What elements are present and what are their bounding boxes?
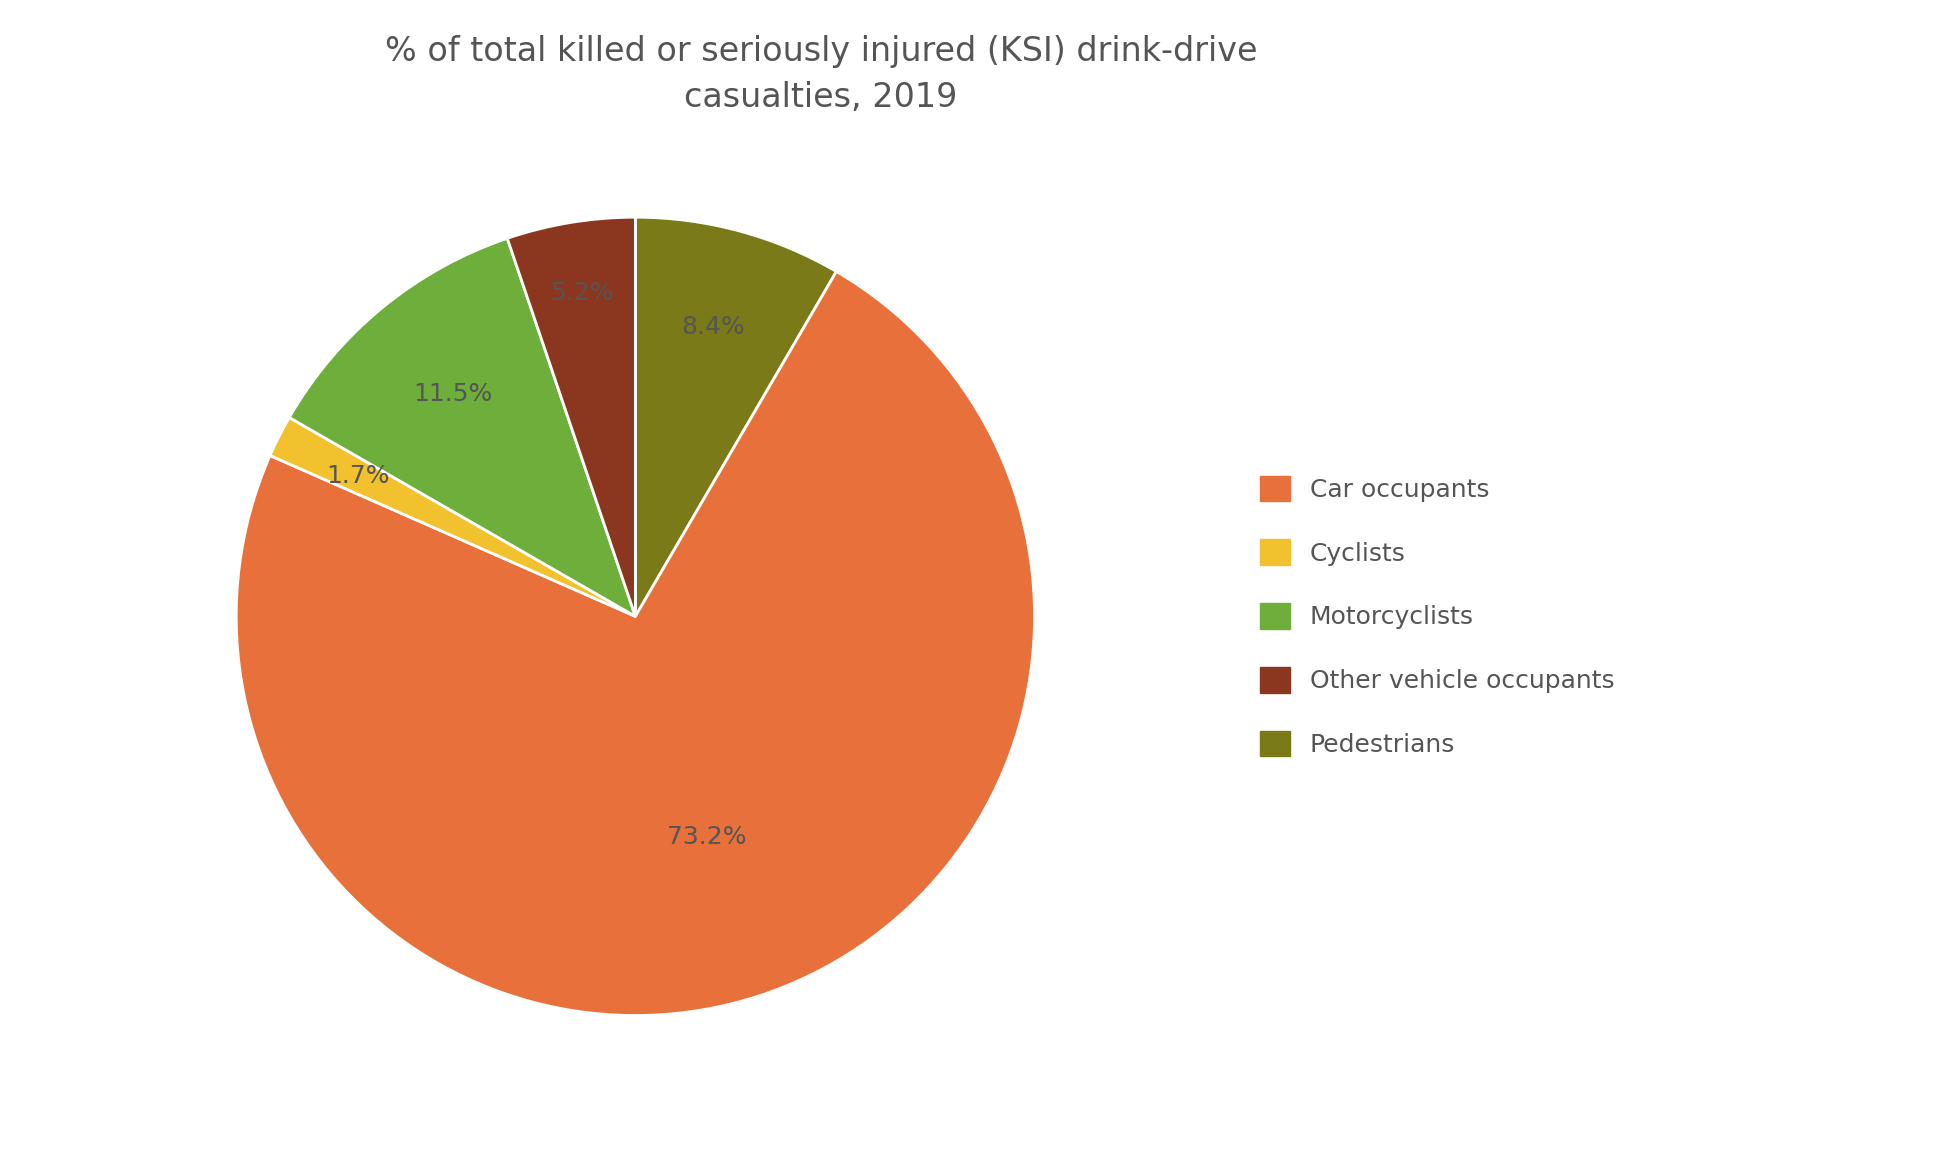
Text: 73.2%: 73.2% [667, 824, 747, 849]
Wedge shape [635, 217, 837, 616]
Text: % of total killed or seriously injured (KSI) drink-drive
casualties, 2019: % of total killed or seriously injured (… [385, 35, 1257, 114]
Legend: Car occupants, Cyclists, Motorcyclists, Other vehicle occupants, Pedestrians: Car occupants, Cyclists, Motorcyclists, … [1259, 475, 1615, 757]
Text: 11.5%: 11.5% [413, 383, 493, 406]
Wedge shape [506, 217, 635, 616]
Text: 1.7%: 1.7% [326, 464, 389, 488]
Wedge shape [237, 271, 1034, 1016]
Wedge shape [270, 418, 635, 616]
Text: 8.4%: 8.4% [682, 316, 745, 339]
Text: 5.2%: 5.2% [551, 282, 614, 305]
Wedge shape [289, 238, 635, 616]
